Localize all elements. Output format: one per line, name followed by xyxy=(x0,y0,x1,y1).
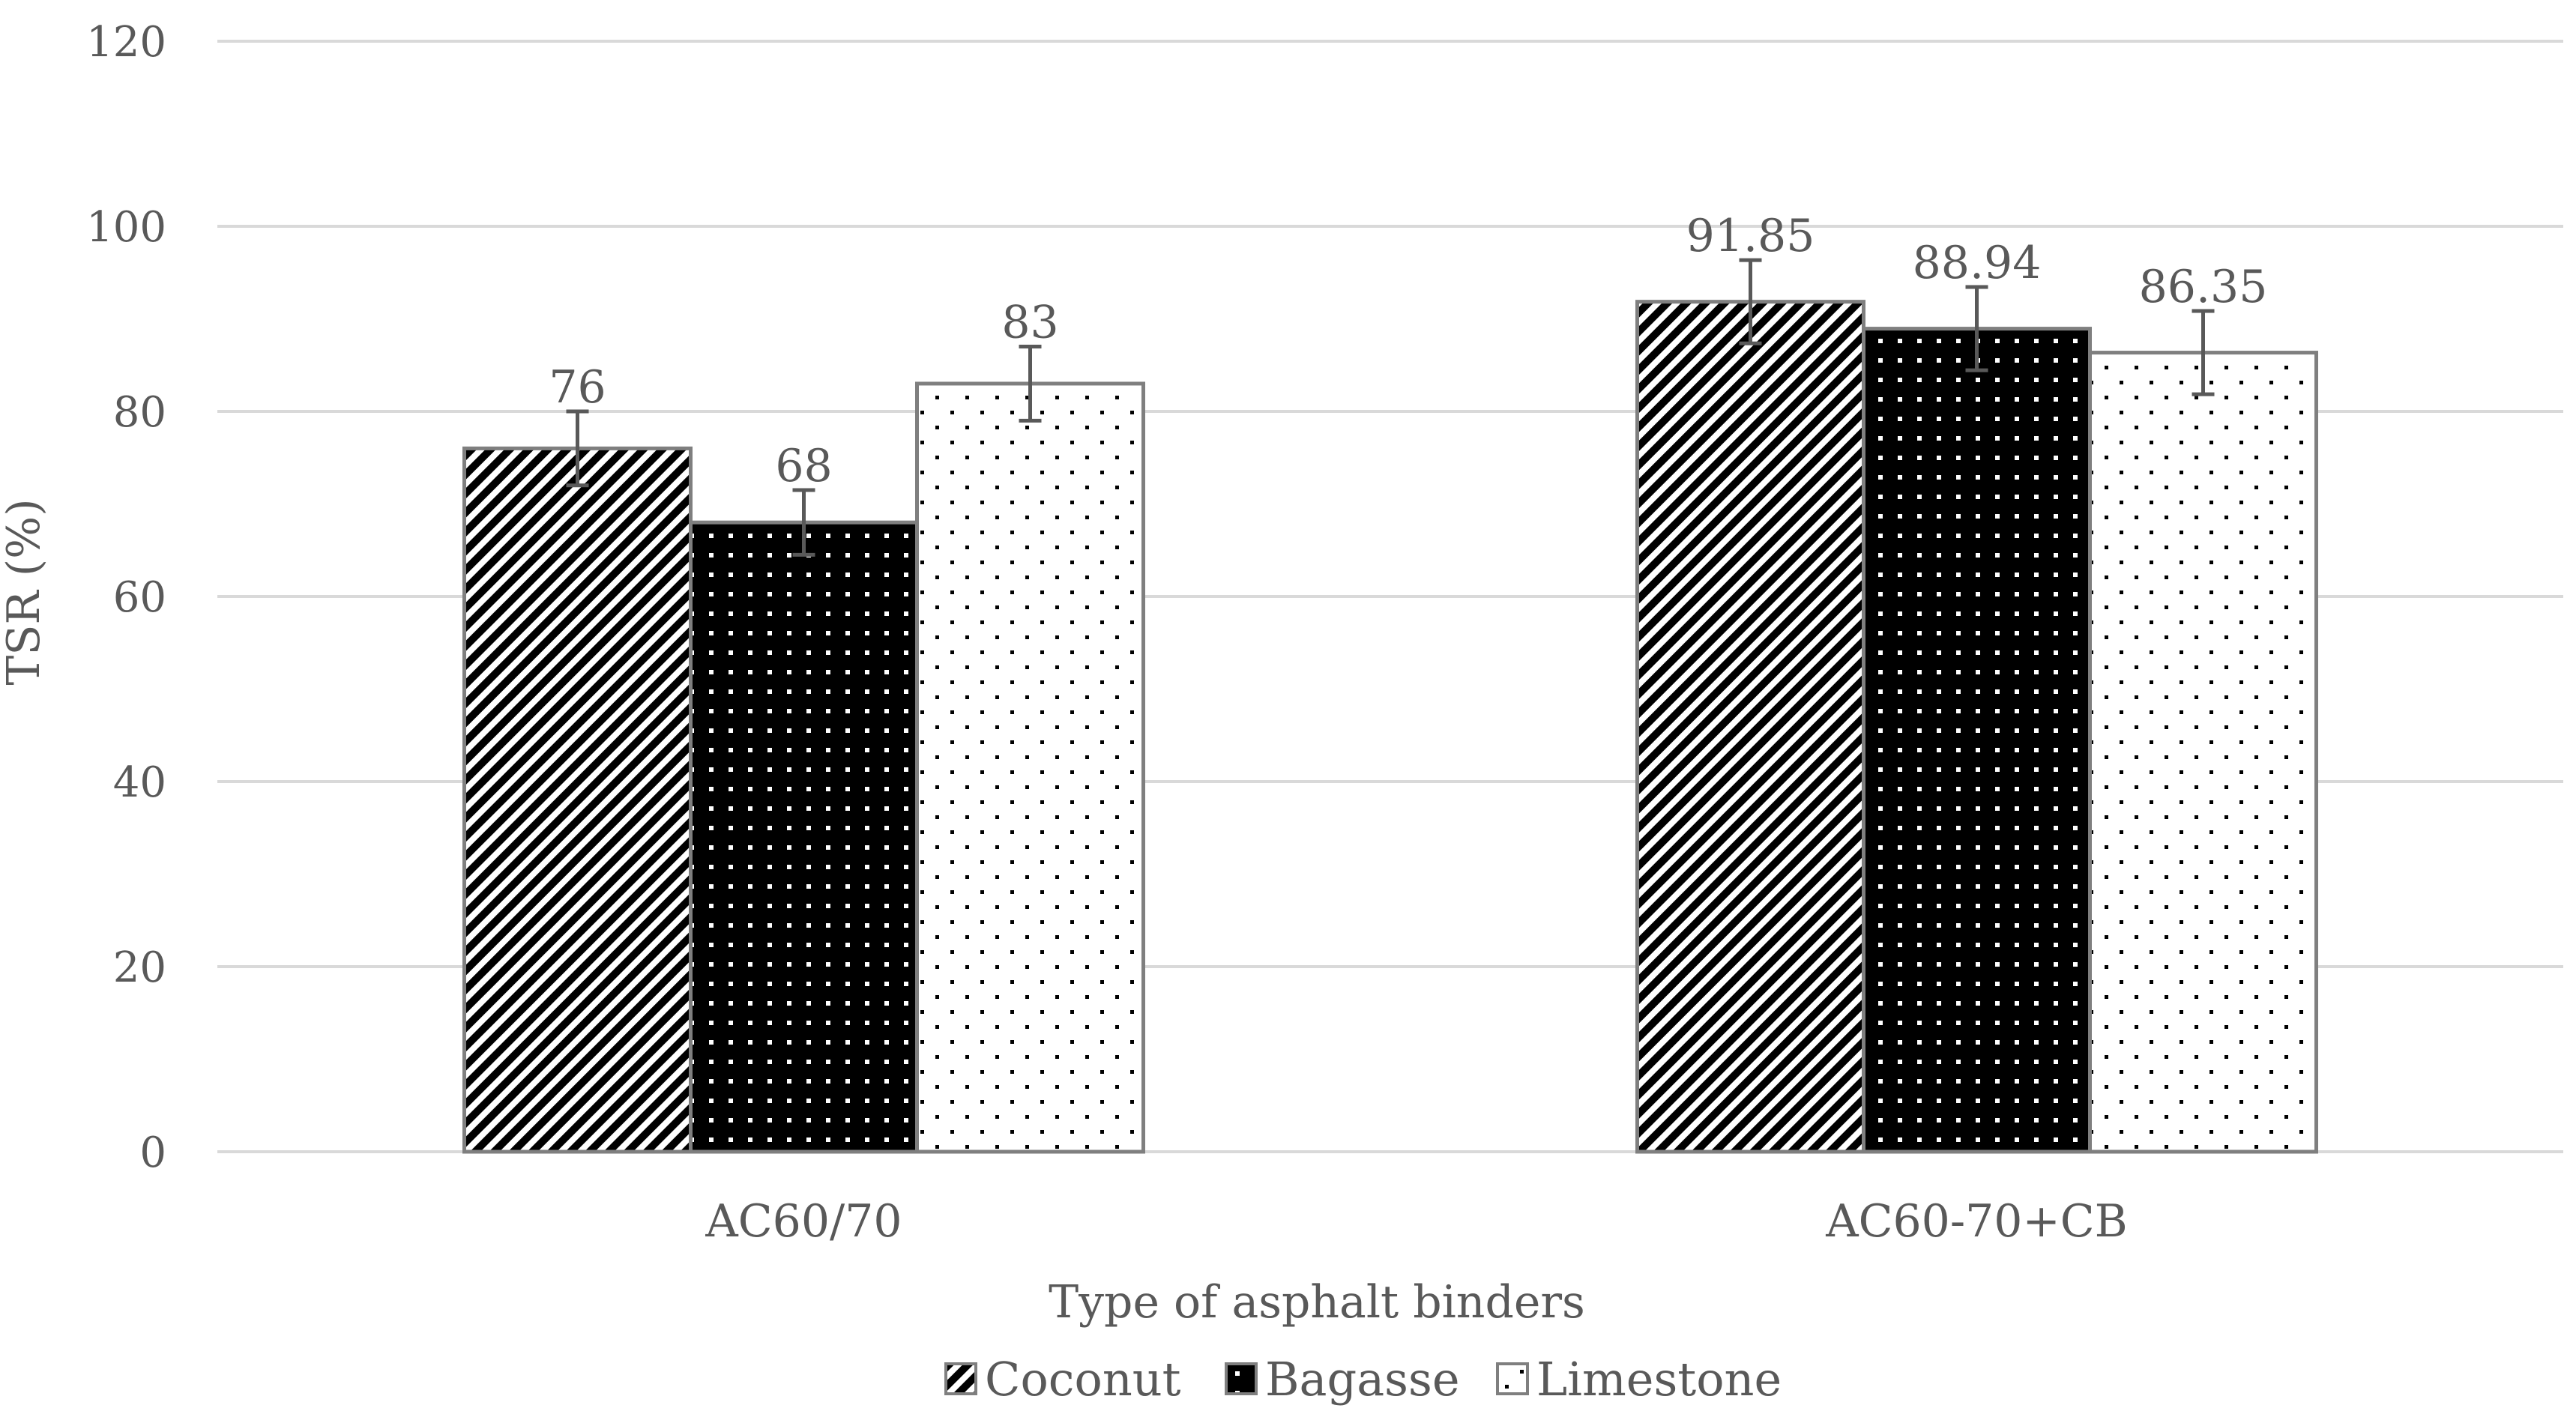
category-label: AC60/70 xyxy=(705,1195,902,1248)
error-bar xyxy=(566,409,589,488)
legend-item-bagasse: Bagasse xyxy=(1225,1352,1460,1407)
legend-label: Bagasse xyxy=(1265,1352,1460,1407)
error-bar xyxy=(792,488,815,557)
y-tick-label: 20 xyxy=(113,943,166,992)
legend-item-limestone: Limestone xyxy=(1496,1352,1782,1407)
category-label: AC60-70+CB xyxy=(1825,1195,2127,1248)
data-label: 76 xyxy=(549,361,606,414)
y-axis-title: TSR (%) xyxy=(0,498,50,685)
bar-bagasse xyxy=(1862,327,2092,1154)
legend-swatch xyxy=(944,1362,977,1395)
data-label: 91.85 xyxy=(1686,210,1815,262)
legend-swatch xyxy=(1225,1362,1258,1395)
y-axis-ticks: 0 20 40 60 80 100 120 xyxy=(86,18,166,1177)
error-bar xyxy=(2192,309,2215,396)
y-tick-label: 60 xyxy=(113,573,166,622)
x-axis-title: Type of asphalt binders xyxy=(1049,1276,1585,1329)
bar-coconut xyxy=(1635,300,1865,1154)
y-tick-label: 100 xyxy=(86,203,166,252)
legend-label: Coconut xyxy=(985,1352,1181,1407)
data-label: 86.35 xyxy=(2139,261,2268,313)
error-bars xyxy=(566,258,2215,557)
y-tick-label: 40 xyxy=(113,758,166,807)
y-tick-label: 80 xyxy=(113,388,166,437)
bars xyxy=(462,300,2318,1154)
error-bar xyxy=(1965,285,1988,372)
data-labels: 76 68 83 91.85 88.94 86.35 xyxy=(549,210,2267,492)
error-bar xyxy=(1739,258,1762,345)
bar-bagasse xyxy=(689,520,919,1154)
y-tick-label: 120 xyxy=(86,18,166,67)
legend-label: Limestone xyxy=(1536,1352,1782,1407)
legend-item-coconut: Coconut xyxy=(944,1352,1181,1407)
data-label: 83 xyxy=(1001,297,1058,349)
error-bar xyxy=(1019,345,1042,423)
data-label: 88.94 xyxy=(1913,237,2042,289)
legend-swatch xyxy=(1496,1362,1529,1395)
x-axis-categories: AC60/70 AC60-70+CB xyxy=(705,1195,2127,1248)
bar-limestone xyxy=(2088,351,2318,1154)
y-tick-label: 0 xyxy=(139,1129,166,1177)
bar-coconut xyxy=(462,446,693,1154)
bar-limestone xyxy=(915,381,1145,1154)
legend: Coconut Bagasse Limestone xyxy=(944,1352,1782,1407)
data-label: 68 xyxy=(775,440,832,492)
